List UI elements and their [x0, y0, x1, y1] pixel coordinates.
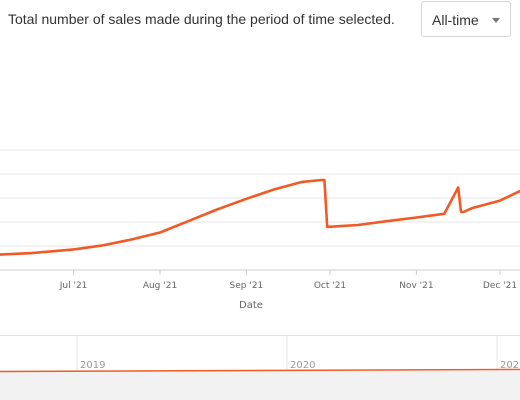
navigator-tick-label: 2020	[290, 360, 315, 371]
navigator[interactable]: 2019 2020 202	[0, 335, 520, 400]
sales-line-chart[interactable]: Jul '21 Aug '21 Sep '21 Oct '21 Nov '21 Dec '…	[0, 40, 520, 320]
navigator-tick-label: 202	[500, 360, 519, 371]
x-tick-label: Jul '21	[59, 281, 88, 291]
x-tick-label: Nov '21	[399, 281, 433, 291]
sales-series-line[interactable]	[0, 171, 520, 256]
navigator-ticks: 2019 2020 202	[0, 335, 520, 371]
x-axis-ticks: Jul '21 Aug '21 Sep '21 Oct '21 Nov '21 Dec '…	[59, 270, 517, 291]
x-axis-title: Date	[239, 300, 263, 311]
period-select-value: All-time	[432, 12, 479, 28]
x-tick-label: Oct '21	[314, 281, 346, 291]
navigator-tick-label: 2019	[80, 360, 105, 371]
navigator-series-line	[0, 368, 520, 373]
gridlines	[0, 149, 520, 271]
x-tick-label: Sep '21	[230, 281, 264, 291]
x-tick-label: Dec '21	[483, 281, 517, 291]
period-select[interactable]: All-time	[421, 1, 511, 37]
x-tick-label: Aug '21	[143, 281, 177, 291]
navigator-mask	[0, 371, 520, 400]
caret-down-icon	[492, 18, 500, 23]
chart-description: Total number of sales made during the pe…	[8, 11, 395, 27]
